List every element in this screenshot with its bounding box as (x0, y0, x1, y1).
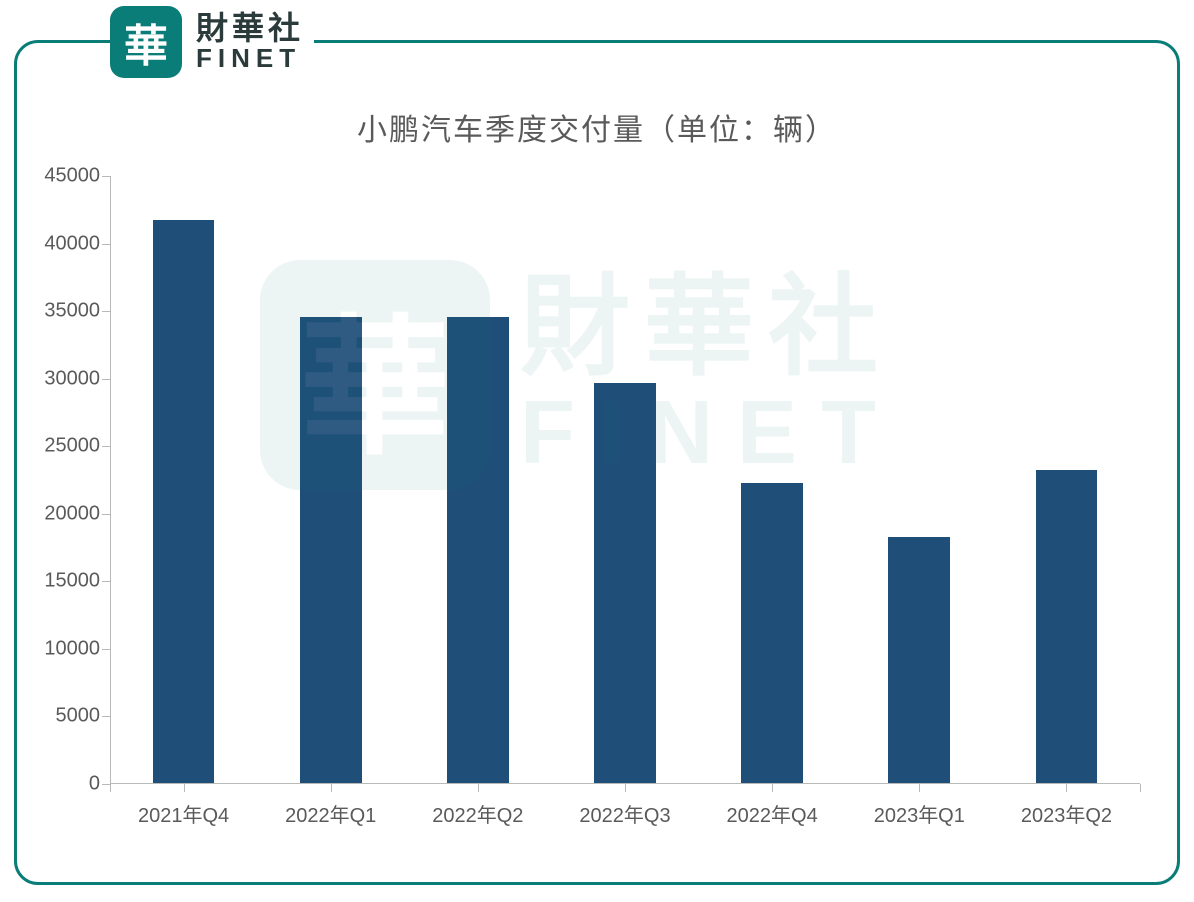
x-tick-label: 2022年Q2 (432, 799, 523, 828)
x-tick (919, 784, 920, 792)
y-axis-line (110, 176, 111, 784)
bar (447, 317, 509, 783)
y-tick (102, 446, 110, 447)
x-tick (625, 784, 626, 792)
x-tick-label: 2022年Q4 (727, 799, 818, 828)
y-tick (102, 176, 110, 177)
x-tick-label: 2023年Q1 (874, 799, 965, 828)
bar (1036, 470, 1098, 783)
bar (741, 483, 803, 783)
x-tick (1140, 784, 1141, 792)
y-tick-label: 40000 (20, 232, 100, 255)
y-tick-label: 0 (20, 773, 100, 796)
x-tick-label: 2022年Q3 (579, 799, 670, 828)
y-tick (102, 244, 110, 245)
brand-seal-char: 華 (124, 10, 168, 74)
x-tick-label: 2022年Q1 (285, 799, 376, 828)
x-tick-label: 2021年Q4 (138, 799, 229, 828)
y-tick (102, 716, 110, 717)
x-tick (331, 784, 332, 792)
x-tick (772, 784, 773, 792)
y-tick-label: 30000 (20, 367, 100, 390)
x-tick (184, 784, 185, 792)
y-tick (102, 514, 110, 515)
bar (594, 383, 656, 783)
brand-text: 財華社 FINET (196, 12, 304, 73)
brand-badge: 華 財華社 FINET (110, 6, 314, 78)
x-tick (110, 784, 111, 792)
chart-title: 小鹏汽车季度交付量（单位：辆） (0, 105, 1194, 149)
y-tick (102, 379, 110, 380)
x-tick (478, 784, 479, 792)
y-tick-label: 35000 (20, 300, 100, 323)
y-tick (102, 649, 110, 650)
y-tick-label: 5000 (20, 705, 100, 728)
chart-plot-area: 0500010000150002000025000300003500040000… (110, 176, 1140, 784)
brand-name-cn: 財華社 (196, 12, 304, 46)
bar (888, 537, 950, 783)
bar (300, 317, 362, 783)
y-tick-label: 45000 (20, 165, 100, 188)
x-tick (1066, 784, 1067, 792)
y-tick-label: 20000 (20, 502, 100, 525)
brand-seal-icon: 華 (110, 6, 182, 78)
x-tick-label: 2023年Q2 (1021, 799, 1112, 828)
bar (153, 220, 215, 783)
y-tick-label: 25000 (20, 435, 100, 458)
brand-name-en: FINET (196, 45, 304, 72)
y-tick (102, 784, 110, 785)
y-tick-label: 15000 (20, 570, 100, 593)
y-tick (102, 311, 110, 312)
y-tick (102, 581, 110, 582)
y-tick-label: 10000 (20, 637, 100, 660)
